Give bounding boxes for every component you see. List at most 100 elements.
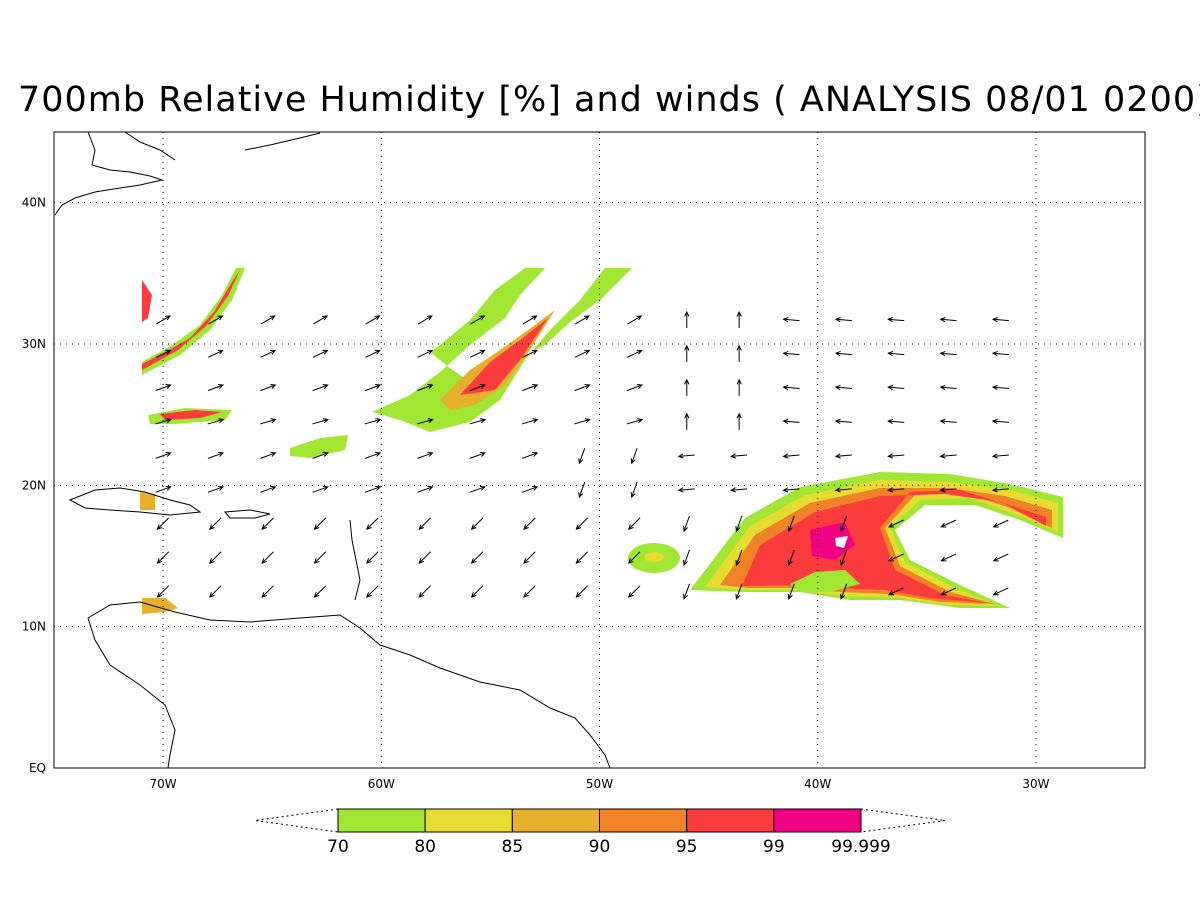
wind-arrow <box>155 315 171 325</box>
wind-arrow <box>735 515 743 533</box>
wind-arrow <box>260 418 277 425</box>
wind-arrow <box>939 453 957 459</box>
wind-arrow <box>156 517 170 530</box>
wind-arrow <box>626 418 644 425</box>
wind-arrow <box>208 315 224 325</box>
coastlines <box>54 131 611 769</box>
wind-arrow <box>417 485 434 493</box>
wind-arrow <box>991 453 1010 459</box>
wind-arrow <box>313 551 327 564</box>
x-tick-label: 40W <box>804 777 831 791</box>
wind-arrow <box>735 549 743 567</box>
wind-arrow <box>366 551 379 564</box>
wind-arrow <box>574 418 591 425</box>
wind-arrow <box>683 583 690 600</box>
wind-arrow <box>207 451 225 459</box>
colorbar-label: 80 <box>414 837 436 857</box>
wind-arrow <box>521 451 539 459</box>
wind-arrow <box>683 515 690 533</box>
humidity-band-55w <box>372 268 632 432</box>
wind-arrow <box>627 517 641 530</box>
wind-arrow <box>630 481 638 499</box>
wind-arrow <box>684 378 690 396</box>
y-tick-label: 30N <box>22 337 46 351</box>
wind-arrow <box>939 487 957 493</box>
wind-arrow <box>939 418 957 425</box>
y-tick-label: 40N <box>22 196 46 210</box>
humidity-area-magenta <box>810 522 855 560</box>
wind-arrow <box>312 349 329 358</box>
wind-arrow <box>364 451 382 459</box>
wind-arrow <box>155 485 172 493</box>
wind-arrow <box>677 487 695 493</box>
wind-arrow <box>630 447 638 465</box>
wind-arrow <box>782 317 800 323</box>
wind-arrow <box>470 551 484 564</box>
wind-arrow <box>260 349 277 358</box>
wind-arrow <box>992 519 1009 528</box>
y-tick-label: EQ <box>29 761 46 775</box>
wind-arrow <box>887 453 905 459</box>
wind-arrow <box>522 349 538 358</box>
wind-arrow <box>939 350 957 357</box>
x-tick-label: 60W <box>368 777 395 791</box>
wind-arrow <box>683 549 690 567</box>
wind-arrow <box>787 549 795 567</box>
wind-arrow <box>470 315 486 325</box>
wind-arrow <box>992 587 1009 596</box>
wind-arrow <box>522 315 538 325</box>
wind-arrow <box>312 485 329 493</box>
wind-arrow <box>208 585 222 598</box>
wind-arrow <box>940 519 957 528</box>
wind-arrow <box>469 485 486 493</box>
north-america-coast <box>54 131 164 216</box>
wind-arrow <box>834 418 852 425</box>
wind-arrow <box>418 551 431 564</box>
wind-arrow <box>787 515 795 533</box>
wind-arrow <box>840 515 848 533</box>
wind-arrow <box>574 315 590 325</box>
colorbar-swatch <box>424 808 513 833</box>
wind-arrow <box>782 453 800 459</box>
wind-arrow <box>940 553 957 562</box>
humidity-shading <box>140 268 1063 614</box>
wind-arrow <box>260 485 277 493</box>
humidity-band-68w <box>142 268 245 375</box>
wind-arrow <box>522 384 539 392</box>
wind-arrow <box>523 517 536 530</box>
wind-arrow <box>208 551 222 564</box>
x-tick-label: 50W <box>586 777 613 791</box>
colorbar: 70 80 85 90 95 99 99.999 <box>254 808 946 857</box>
colorbar-label: 85 <box>502 837 524 857</box>
x-tick-label: 30W <box>1022 777 1049 791</box>
colorbar-swatch <box>599 808 688 833</box>
wind-arrow <box>575 551 589 564</box>
wind-arrow <box>578 481 586 499</box>
wind-arrow <box>156 551 170 564</box>
wind-arrow <box>787 583 795 600</box>
colorbar-label: 70 <box>327 837 349 857</box>
wind-arrow <box>313 315 329 325</box>
south-america-coast <box>87 601 611 769</box>
wind-arrow <box>260 451 277 459</box>
wind-arrow <box>684 344 690 362</box>
wind-arrow <box>418 517 431 530</box>
wind-arrow <box>887 519 904 528</box>
wind-arrow <box>260 315 276 325</box>
wind-arrow <box>991 350 1010 357</box>
wind-arrow <box>469 451 486 459</box>
wind-arrow <box>736 310 742 328</box>
wind-arrow <box>887 487 905 493</box>
wind-arrow <box>155 349 172 358</box>
wind-arrow <box>469 418 487 425</box>
wind-arrow <box>578 447 586 465</box>
wind-arrow <box>523 551 536 564</box>
wind-arrow <box>417 451 434 459</box>
wind-arrow <box>887 418 905 425</box>
wind-arrow <box>575 585 589 598</box>
wind-arrow <box>939 317 957 323</box>
wind-arrow <box>939 384 957 391</box>
wind-arrow <box>677 453 695 459</box>
wind-arrow <box>260 384 277 392</box>
colorbar-swatch <box>773 808 862 833</box>
